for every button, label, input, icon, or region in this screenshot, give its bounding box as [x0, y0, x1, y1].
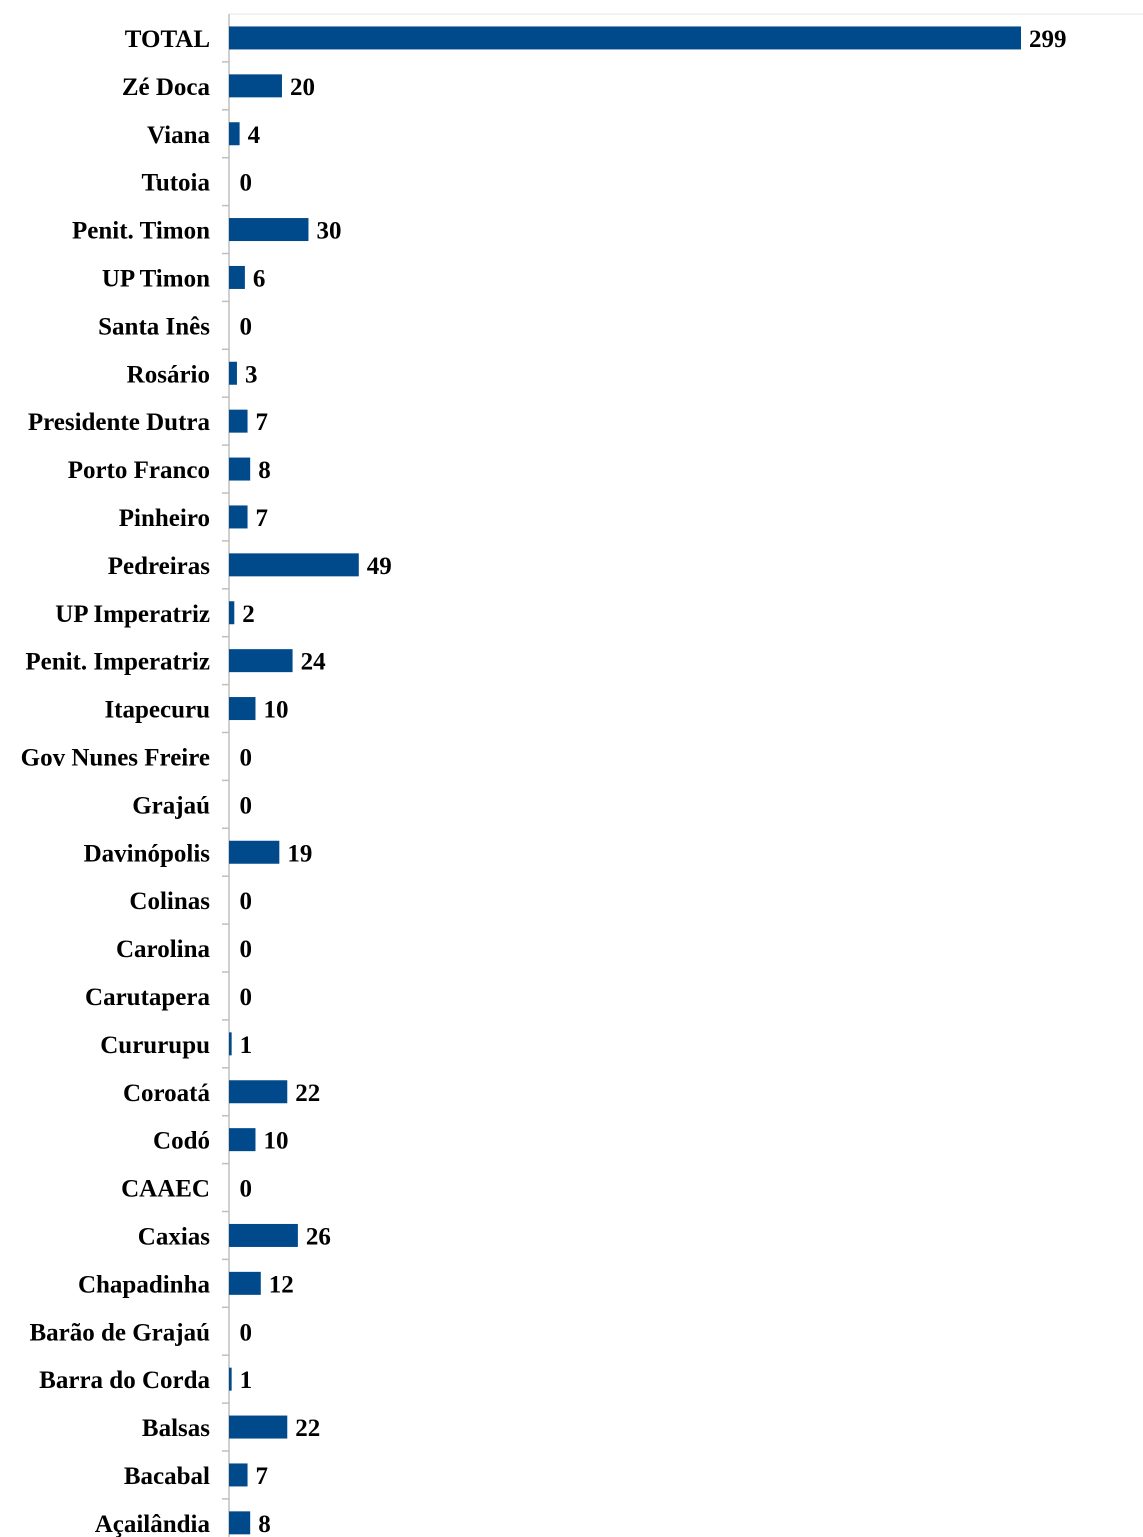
category-label: Barra do Corda — [39, 1367, 210, 1394]
category-label: Codó — [153, 1128, 210, 1155]
data-label: 2 — [242, 601, 255, 628]
category-label: UP Timon — [102, 265, 210, 292]
bar — [229, 74, 282, 98]
data-label: 7 — [256, 1463, 269, 1490]
data-label: 0 — [240, 313, 253, 340]
bar — [229, 1032, 232, 1056]
data-label: 1 — [240, 1367, 253, 1394]
data-label: 24 — [301, 649, 327, 676]
bar — [229, 697, 256, 721]
category-label: Chapadinha — [78, 1271, 211, 1298]
category-label: Davinópolis — [84, 840, 211, 867]
data-label: 26 — [306, 1223, 331, 1250]
data-label: 0 — [240, 984, 253, 1011]
category-label: Pedreiras — [108, 553, 211, 580]
data-label: 20 — [290, 74, 315, 101]
category-label: Barão de Grajaú — [29, 1319, 210, 1346]
category-label: Gov Nunes Freire — [21, 744, 210, 771]
category-label: Caxias — [138, 1223, 211, 1250]
category-label: Penit. Timon — [72, 218, 210, 245]
bar — [229, 1271, 261, 1295]
data-label: 30 — [316, 218, 341, 245]
data-label: 12 — [269, 1271, 294, 1298]
bar — [229, 649, 293, 673]
category-label: Tutoia — [141, 170, 210, 197]
bar — [229, 1128, 256, 1152]
bar — [229, 1223, 298, 1247]
bar — [229, 1511, 251, 1535]
category-label: CAAEC — [121, 1176, 210, 1203]
data-label: 0 — [240, 170, 253, 197]
data-label: 22 — [295, 1415, 320, 1442]
data-label: 7 — [256, 505, 269, 532]
category-label: Itapecuru — [104, 697, 210, 724]
category-label: Carutapera — [85, 984, 210, 1011]
data-label: 10 — [263, 1128, 288, 1155]
bar — [229, 457, 251, 481]
bar — [229, 1463, 248, 1487]
category-label: TOTAL — [125, 26, 210, 53]
category-label: Zé Doca — [122, 74, 211, 101]
data-label: 10 — [263, 697, 288, 724]
category-label: Santa Inês — [98, 313, 210, 340]
category-label: Balsas — [142, 1415, 210, 1442]
category-label: Grajaú — [132, 792, 210, 819]
category-label: Porto Franco — [68, 457, 210, 484]
bar — [229, 26, 1021, 50]
bar — [229, 1367, 232, 1391]
data-label: 7 — [256, 409, 269, 436]
bar — [229, 505, 248, 529]
data-label: 0 — [240, 888, 253, 915]
category-label: Penit. Imperatriz — [25, 649, 210, 676]
data-label: 1 — [240, 1032, 253, 1059]
data-label: 8 — [258, 1511, 271, 1537]
bar — [229, 409, 248, 433]
data-label: 4 — [248, 122, 261, 149]
bar — [229, 601, 235, 625]
category-label: Cururupu — [100, 1032, 210, 1059]
category-label: Coroatá — [123, 1080, 211, 1107]
category-label: Presidente Dutra — [28, 409, 211, 436]
data-label: 49 — [367, 553, 392, 580]
bar — [229, 122, 240, 146]
data-label: 299 — [1029, 26, 1067, 53]
data-label: 0 — [240, 744, 253, 771]
bar — [229, 265, 245, 289]
data-label: 22 — [295, 1080, 320, 1107]
bar — [229, 553, 359, 577]
category-label: Viana — [147, 122, 210, 149]
category-label: Pinheiro — [119, 505, 210, 532]
data-label: 3 — [245, 361, 257, 388]
category-label: Açailândia — [95, 1511, 211, 1537]
data-label: 0 — [240, 792, 253, 819]
data-label: 0 — [240, 936, 253, 963]
data-label: 0 — [240, 1319, 253, 1346]
bar — [229, 218, 309, 242]
category-label: Carolina — [116, 936, 210, 963]
data-label: 0 — [240, 1176, 253, 1203]
bar — [229, 840, 280, 864]
bar — [229, 1415, 288, 1439]
category-label: UP Imperatriz — [55, 601, 210, 628]
category-label: Rosário — [127, 361, 210, 388]
category-label: Colinas — [129, 888, 210, 915]
bar — [229, 361, 237, 385]
category-label: Bacabal — [124, 1463, 210, 1490]
bar — [229, 1080, 288, 1104]
data-label: 6 — [253, 265, 266, 292]
data-label: 19 — [287, 840, 312, 867]
data-label: 8 — [258, 457, 271, 484]
